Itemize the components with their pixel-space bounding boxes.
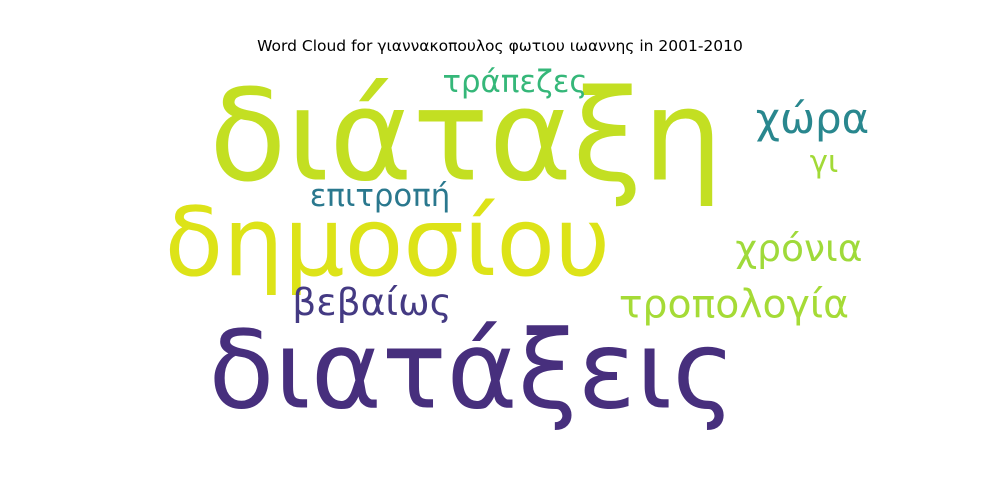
word-chora: χώρα [756,94,869,143]
word-diataxeis: διατάξεις [209,309,736,434]
word-epitropi: επιτροπή [310,178,450,214]
word-vevaios: βεβαίως [292,280,451,324]
word-chronia: χρόνια [735,226,862,270]
word-dimosiou: δημοσίου [165,186,611,298]
word-trapezes: τράπεζες [443,64,588,100]
chart-title: Word Cloud for γιαννακοπουλος φωτιου ιωα… [257,37,743,55]
word-gi: γι [810,144,839,180]
word-tropologia: τροπολογία [619,283,849,328]
word-diataxi: διάταξη [209,63,723,210]
